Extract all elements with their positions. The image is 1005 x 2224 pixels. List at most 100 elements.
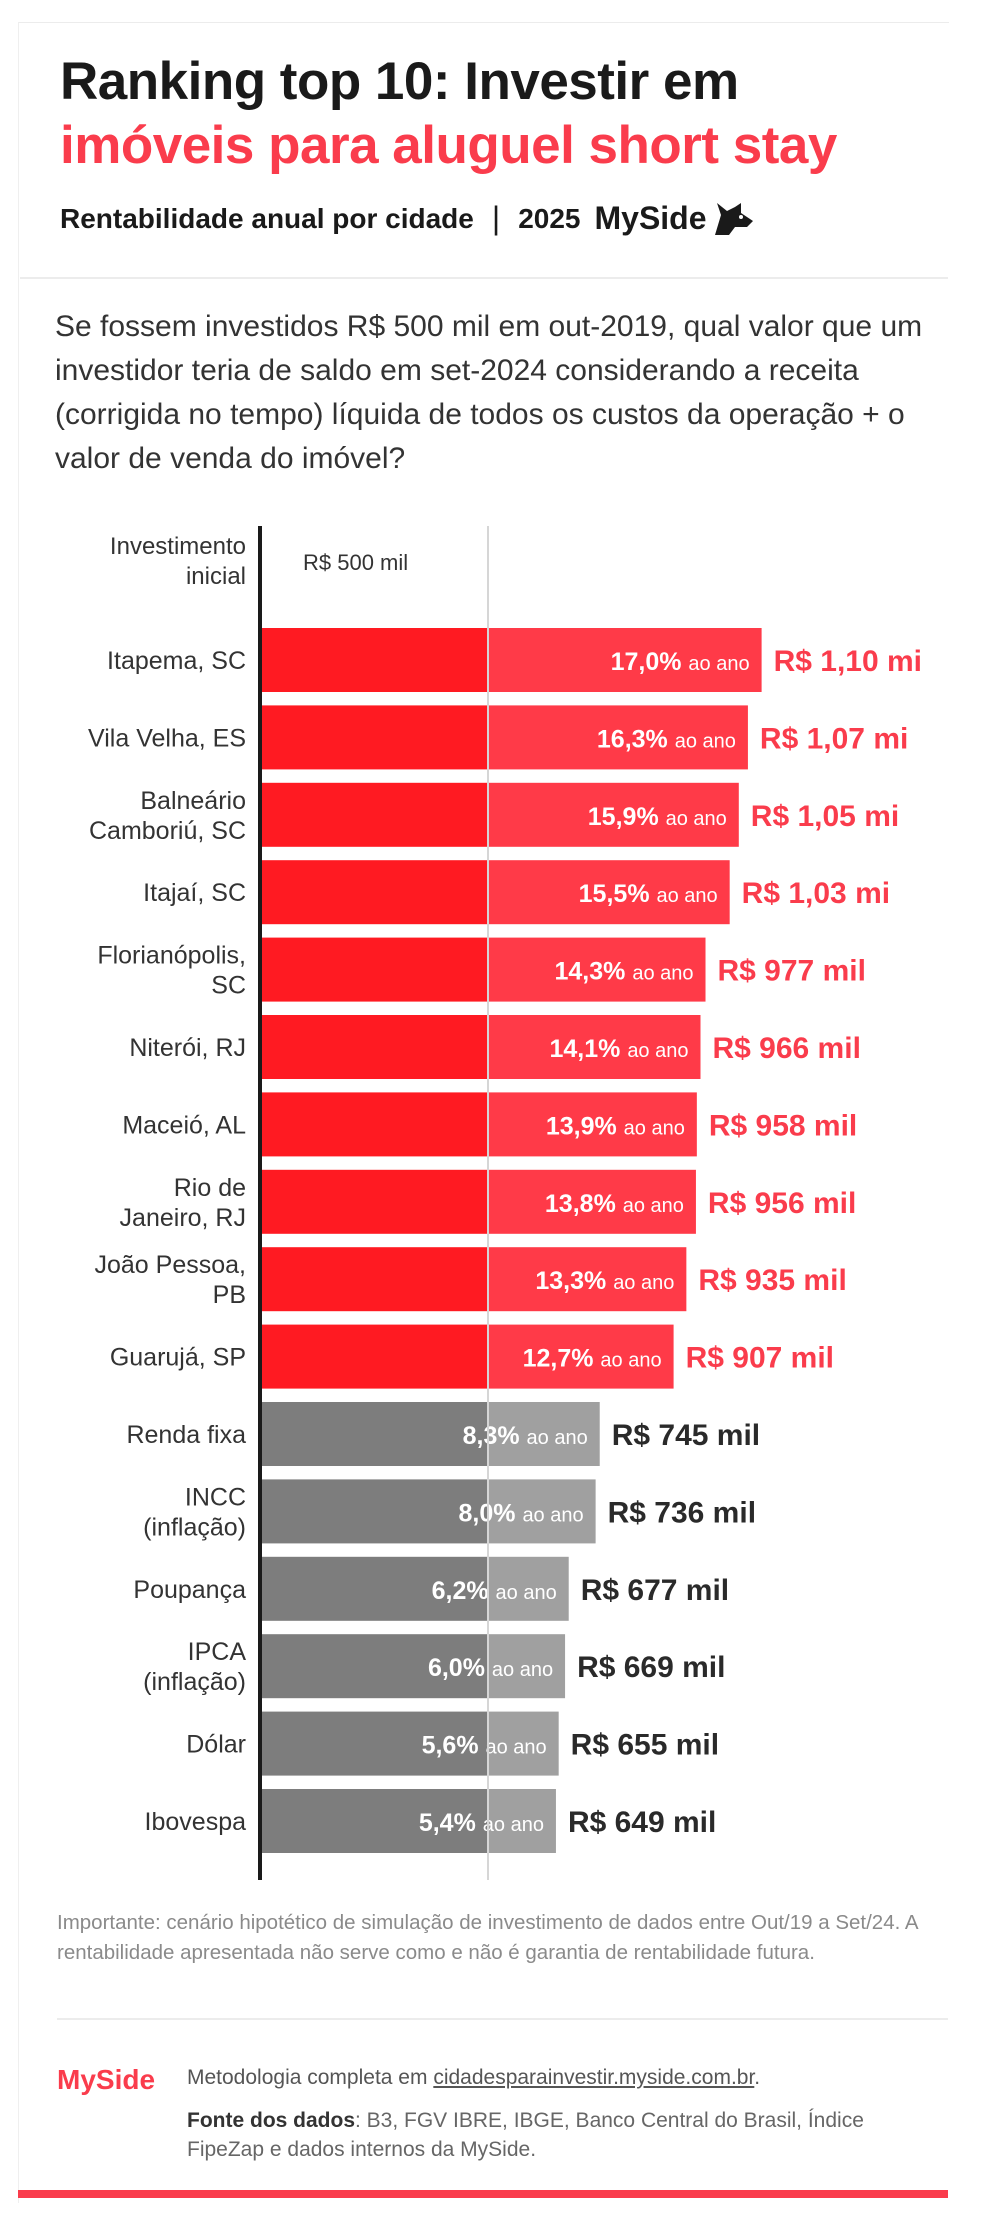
subtitle-separator: | [491,200,501,236]
category-label: Maceió, AL [122,1111,246,1139]
rate-unit: ao ano [492,1659,553,1681]
value-label: R$ 1,10 mi [774,645,922,678]
dog-head-icon [714,202,753,235]
rate-unit: ao ano [632,963,693,985]
value-label: R$ 1,07 mi [760,722,908,755]
rate-value: 15,5% [579,880,657,908]
methodology-suffix: . [754,2066,761,2089]
value-label: R$ 1,05 mi [751,800,899,833]
rate-label: 13,8% ao ano [545,1190,684,1218]
rate-label: 8,0% ao ano [459,1499,584,1527]
rate-unit: ao ano [600,1350,661,1372]
rate-unit: ao ano [675,730,736,752]
category-label: Itajaí, SC [143,879,246,907]
category-label: Rio de [174,1174,246,1202]
rate-value: 13,9% [546,1112,624,1140]
bar-segment-base [260,628,488,692]
rate-value: 14,3% [554,958,632,986]
category-label: Dólar [186,1731,246,1759]
rate-unit: ao ano [522,1504,583,1526]
bar-segment-gain [488,628,762,692]
bar-segment-base [260,1015,488,1079]
value-label: R$ 649 mil [568,1806,716,1839]
rate-value: 13,8% [545,1190,623,1218]
value-label: R$ 745 mil [612,1419,760,1452]
value-label: R$ 655 mil [571,1729,719,1762]
rate-unit: ao ano [496,1582,557,1604]
ranking-bar-chart: Investimento inicial R$ 500 mil Itapema, SC… [88,526,922,1880]
bar-segment-gain [488,1479,596,1544]
category-label: Guarujá, SP [110,1344,246,1372]
rate-value: 15,9% [588,803,666,831]
bar-segment-base [260,1711,488,1776]
rate-unit: ao ano [666,808,727,830]
rate-unit: ao ano [688,653,749,675]
title-line-1: Ranking top 10: Investir em [60,52,739,111]
rate-value: 5,4% [419,1809,483,1837]
rate-unit: ao ano [624,1117,685,1139]
page-title: Ranking top 10: Investir em imóveis para… [60,50,837,178]
rate-label: 15,9% ao ano [588,803,727,831]
rate-unit: ao ano [527,1427,588,1449]
rate-unit: ao ano [483,1814,544,1836]
question-text: Se fossem investidos R$ 500 mil em out-2… [55,310,923,475]
rate-label: 13,3% ao ano [535,1267,674,1295]
bar-segment-base [260,860,488,925]
bar-segment-gain [488,1402,600,1466]
rate-label: 16,3% ao ano [597,725,736,753]
bar-segment-base [260,782,488,847]
value-label: R$ 1,03 mi [742,877,890,910]
value-label: R$ 669 mil [577,1651,725,1684]
bar-segment-base [260,1556,488,1621]
rate-value: 12,7% [523,1345,601,1373]
bar-segment-base [260,1247,488,1312]
bar-segment-gain [488,1015,701,1079]
bar-segment-base [260,937,488,1002]
category-label: (inflação) [143,1668,246,1696]
category-label: João Pessoa, [95,1251,247,1279]
value-label: R$ 958 mil [709,1109,857,1142]
category-label: (inflação) [143,1513,246,1541]
rate-value: 16,3% [597,725,675,753]
title-line-2: imóveis para aluguel short stay [60,116,837,175]
rate-label: 6,0% ao ano [428,1654,553,1682]
rate-unit: ao ano [627,1040,688,1062]
bar-segment-base [260,1169,488,1234]
bar-segment-base [260,1324,488,1389]
disclaimer-note: Importante: cenário hipotético de simula… [57,1911,918,1964]
methodology-text: Metodologia completa em cidadesparainves… [187,2066,760,2090]
rate-unit: ao ano [657,885,718,907]
footer-brand-logo: MySide [57,2064,156,2095]
rate-label: 14,1% ao ano [549,1035,688,1063]
sources-label: Fonte dos dados [187,2109,355,2132]
rate-label: 6,2% ao ano [432,1577,557,1605]
category-label: Renda fixa [126,1421,246,1449]
value-label: R$ 935 mil [698,1264,846,1297]
rate-label: 5,6% ao ano [422,1732,547,1760]
bar-segment-gain [488,1247,687,1312]
sources-text: : B3, FGV IBRE, IBGE, Banco Central do B… [187,2109,864,2161]
category-label: IPCA [188,1638,247,1666]
bar-segment-base [260,1479,488,1544]
subtitle: Rentabilidade anual por cidade | 2025 My… [60,200,755,237]
bar-segment-gain [488,860,730,925]
bar-segment-gain [488,1092,697,1157]
bar-segment-base [260,1402,488,1466]
initial-label-line: inicial [186,563,246,590]
footer-divider [57,2018,948,2020]
category-label: Janeiro, RJ [120,1204,246,1232]
bottom-accent-bar [18,2190,948,2198]
methodology-link[interactable]: cidadesparainvestir.myside.com.br [433,2066,755,2089]
value-label: R$ 977 mil [718,955,866,988]
bar-segment-base [260,705,488,770]
rate-label: 17,0% ao ano [611,648,750,676]
rate-value: 5,6% [422,1732,486,1760]
rate-label: 5,4% ao ano [419,1809,544,1837]
category-label: Vila Velha, ES [88,724,246,752]
rate-unit: ao ano [613,1272,674,1294]
value-label: R$ 966 mil [712,1032,860,1065]
rate-label: 12,7% ao ano [523,1345,662,1373]
bar-segment-gain [488,1324,674,1389]
category-label: Ibovespa [145,1808,247,1836]
rate-unit: ao ano [486,1737,547,1759]
